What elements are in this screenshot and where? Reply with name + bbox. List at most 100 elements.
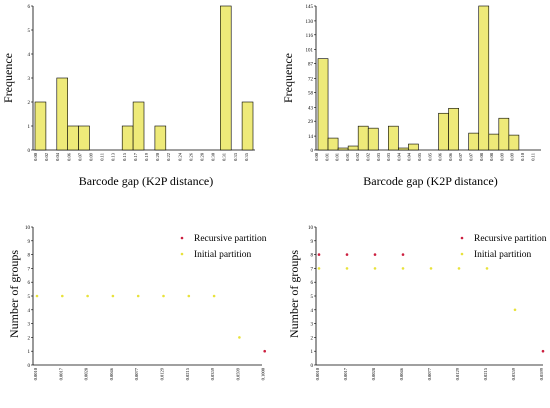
chart2-x-tick-label: 0.0215 <box>185 367 190 380</box>
chart1-x-tick-label: 0.02 <box>355 153 360 161</box>
chart1-bar <box>347 145 359 151</box>
chart1-bar <box>357 125 369 151</box>
chart2-legend-marker <box>180 236 184 240</box>
chart1-bar <box>398 147 409 151</box>
chart1-x-tick-label: 0.04 <box>407 152 412 161</box>
chart3-y-tick-label: 7 <box>311 267 314 272</box>
chart1-x-tick-label: 0.09 <box>510 152 515 161</box>
chart0-bar <box>34 101 47 151</box>
chart0-x-tick-label: 0.17 <box>133 152 138 161</box>
chart1-x-tick-label: 0.10 <box>520 152 525 161</box>
chart2-point-initial <box>187 294 191 298</box>
chart1-bar <box>317 58 329 151</box>
chart2-point-initial <box>86 294 89 298</box>
chart0-bar <box>67 125 79 151</box>
chart0-y-axis-label: Frequence <box>1 53 15 103</box>
chart3-point-initial <box>373 267 377 270</box>
chart3-y-tick-label: 9 <box>311 240 314 245</box>
chart2-point-initial <box>111 294 115 298</box>
chart3-y-tick-label: 8 <box>311 254 314 259</box>
chart2-point-initial <box>35 294 39 298</box>
chart1-bar <box>478 5 490 151</box>
chart1-x-tick-label: 0.09 <box>499 152 504 161</box>
chart2-x-tick-label: 0.0359 <box>210 367 215 380</box>
chart1-x-tick-label: 0.01 <box>324 153 329 161</box>
chart0-x-tick-label: 0.15 <box>122 152 127 161</box>
chart0-bar <box>241 101 254 151</box>
chart2-x-tick-label: 0.0028 <box>84 367 89 380</box>
chart0-x-tick-label: 0.09 <box>89 152 94 161</box>
chart1-x-tick-label: 0.00 <box>314 152 319 161</box>
chart1-y-tick-label: 87 <box>308 63 314 68</box>
chart1-x-tick-label: 0.05 <box>427 152 432 161</box>
chart3-x-tick-label: 0.0017 <box>343 367 348 380</box>
chart1-x-tick-label: 0.02 <box>366 153 371 161</box>
chart0-x-tick-label: 0.06 <box>66 152 71 161</box>
chart0-y-tick-label: 5 <box>28 29 31 34</box>
chart2-legend-marker <box>180 252 184 256</box>
chart0-x-tick-label: 0.28 <box>200 152 205 161</box>
chart0-y-tick-label: 2 <box>28 101 31 106</box>
chart3-y-tick-label: 4 <box>311 309 314 314</box>
chart3-y-tick-label: 10 <box>308 226 314 231</box>
chart2-y-tick-label: 7 <box>28 267 31 272</box>
chart2-point-initial <box>162 294 165 298</box>
chart0-bar <box>154 125 167 151</box>
chart0-y-tick-label: 4 <box>28 53 31 58</box>
chart2-point-initial <box>136 294 140 298</box>
chart1-x-tick-label: 0.11 <box>530 153 535 161</box>
chart3-point-recursive <box>317 253 321 256</box>
chart0-bar <box>220 5 232 151</box>
chart2-y-tick-label: 6 <box>28 281 31 286</box>
chart1-x-tick-label: 0.03 <box>376 152 381 161</box>
chart0-x-tick-label: 0.02 <box>44 153 49 161</box>
chart3-x-tick-label: 0.0129 <box>455 367 460 380</box>
chart2-legend-label: Initial partition <box>194 250 252 260</box>
chart1-y-tick-label: 58 <box>308 91 314 96</box>
chart1-x-tick-label: 0.08 <box>479 152 484 161</box>
chart0-bar <box>121 125 134 151</box>
chart3-x-tick-label: 0.0046 <box>399 367 404 380</box>
chart1-bar <box>508 134 520 151</box>
chart1-bar <box>438 112 449 151</box>
chart3-legend-label: Recursive partition <box>474 234 547 244</box>
chart3-point-recursive <box>345 253 349 256</box>
chart1-y-tick-label: 43 <box>308 106 314 111</box>
chart2-x-tick-label: 0.0129 <box>160 367 165 380</box>
chart1-x-tick-label: 0.04 <box>396 152 401 161</box>
chart0-x-tick-label: 0.19 <box>144 152 149 161</box>
chart3-x-tick-label: 0.0359 <box>511 367 516 380</box>
chart3-point-recursive <box>541 349 545 353</box>
chart0-x-tick-label: 0.07 <box>77 152 82 161</box>
chart2-x-tick-label: 0.0599 <box>235 367 240 380</box>
chart3-x-tick-label: 0.0215 <box>483 367 488 380</box>
chart1-bar <box>337 147 349 151</box>
chart1-y-tick-label: 116 <box>306 34 314 39</box>
chart2-y-tick-label: 3 <box>28 323 31 328</box>
chart3-point-initial <box>457 267 461 270</box>
chart2-point-initial <box>238 336 241 339</box>
chart0-x-tick-label: 0.04 <box>55 152 60 161</box>
chart2-y-tick-label: 0 <box>28 364 31 369</box>
chart0-x-tick-label: 0.20 <box>155 152 160 161</box>
chart1-bar <box>367 127 379 151</box>
chart1-bar <box>488 133 500 151</box>
chart1-x-tick-label: 0.08 <box>489 152 494 161</box>
chart1-x-tick-label: 0.06 <box>448 152 453 161</box>
chart3-y-axis-label: Number of groups <box>287 250 301 338</box>
chart0-x-tick-label: 0.22 <box>166 153 171 161</box>
chart0-x-tick-label: 0.00 <box>33 152 38 161</box>
chart3-x-tick-label: 0.0599 <box>539 367 544 380</box>
chart3-point-recursive <box>373 253 377 256</box>
chart1-x-tick-label: 0.03 <box>386 152 391 161</box>
chart1-y-tick-label: 29 <box>308 120 314 125</box>
chart2-y-tick-label: 2 <box>28 336 31 341</box>
chart3-legend-label: Initial partition <box>474 250 532 260</box>
chart1-bar <box>448 107 459 151</box>
chart1-y-axis-label: Frequence <box>281 53 295 103</box>
chart0-x-tick-label: 0.13 <box>111 152 116 161</box>
chart0-y-tick-label: 6 <box>28 5 31 10</box>
chart1-y-tick-label: 130 <box>306 20 314 25</box>
chart0-y-tick-label: 0 <box>28 149 31 154</box>
